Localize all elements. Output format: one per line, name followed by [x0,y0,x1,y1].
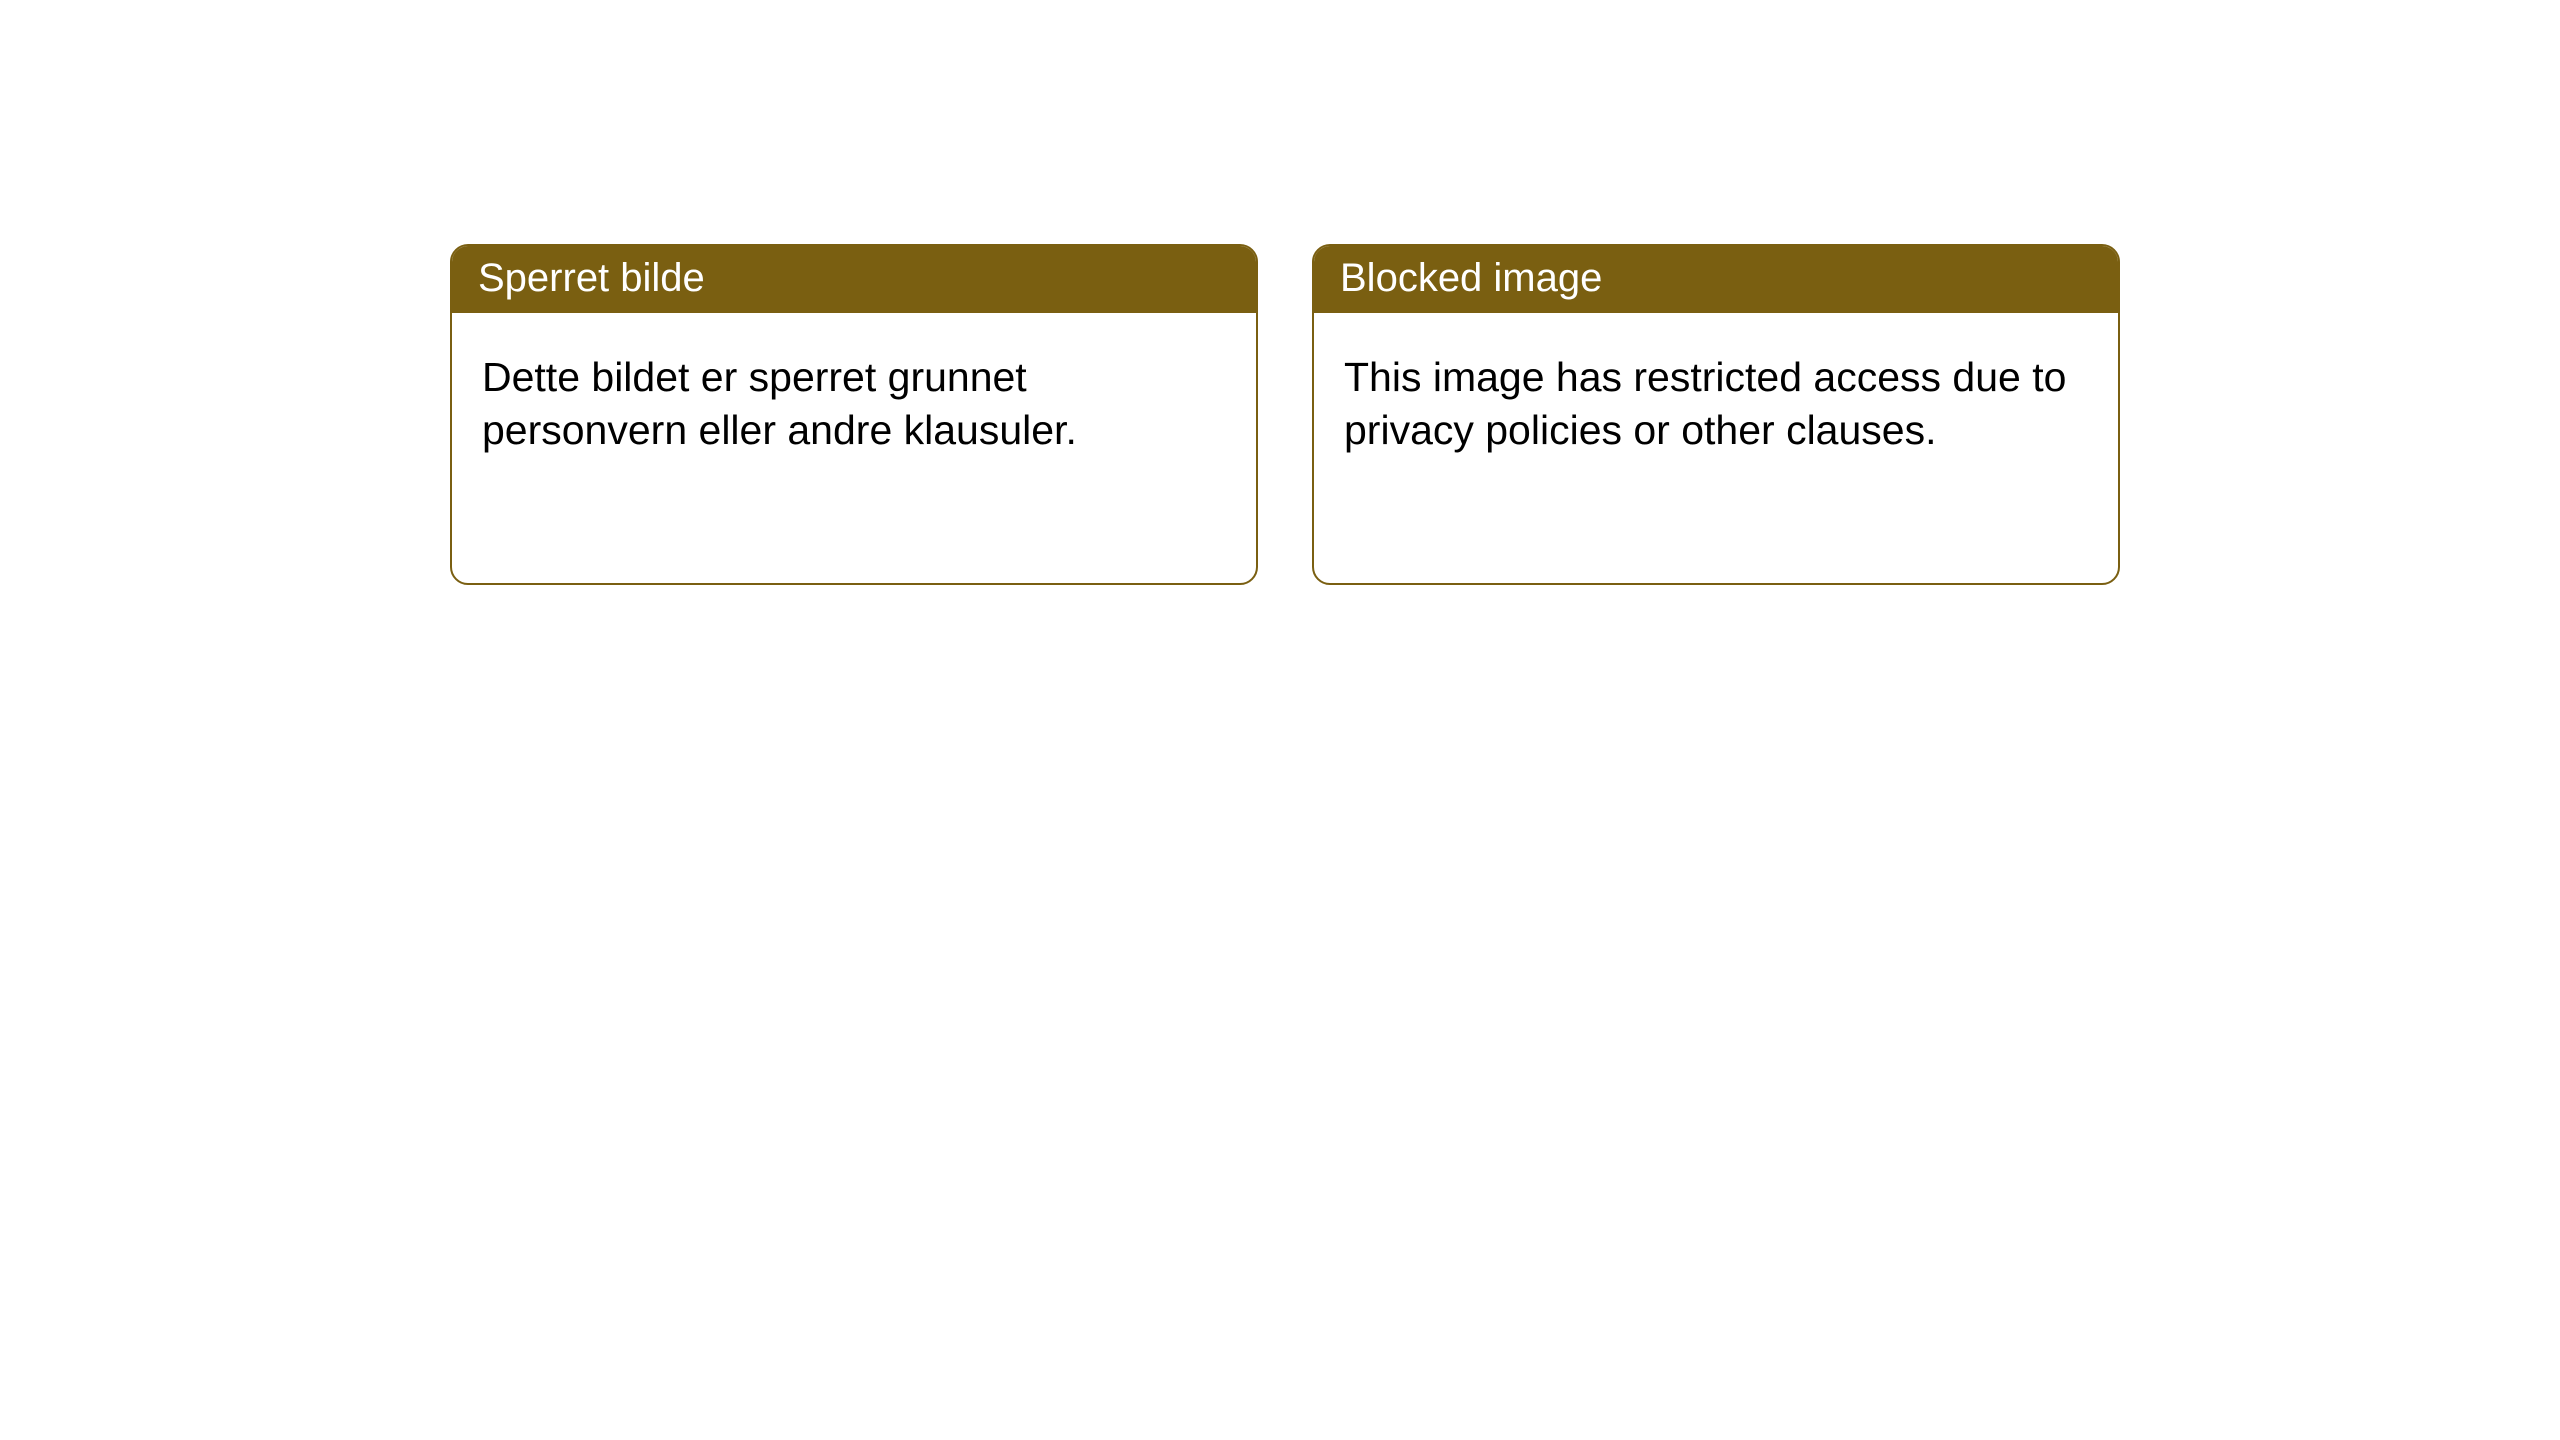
blocked-image-card-english: Blocked image This image has restricted … [1312,244,2120,585]
notice-cards-container: Sperret bilde Dette bildet er sperret gr… [0,0,2560,585]
blocked-image-card-norwegian: Sperret bilde Dette bildet er sperret gr… [450,244,1258,585]
card-title: Sperret bilde [452,246,1256,313]
card-body: This image has restricted access due to … [1314,313,2118,583]
card-body: Dette bildet er sperret grunnet personve… [452,313,1256,583]
card-title: Blocked image [1314,246,2118,313]
